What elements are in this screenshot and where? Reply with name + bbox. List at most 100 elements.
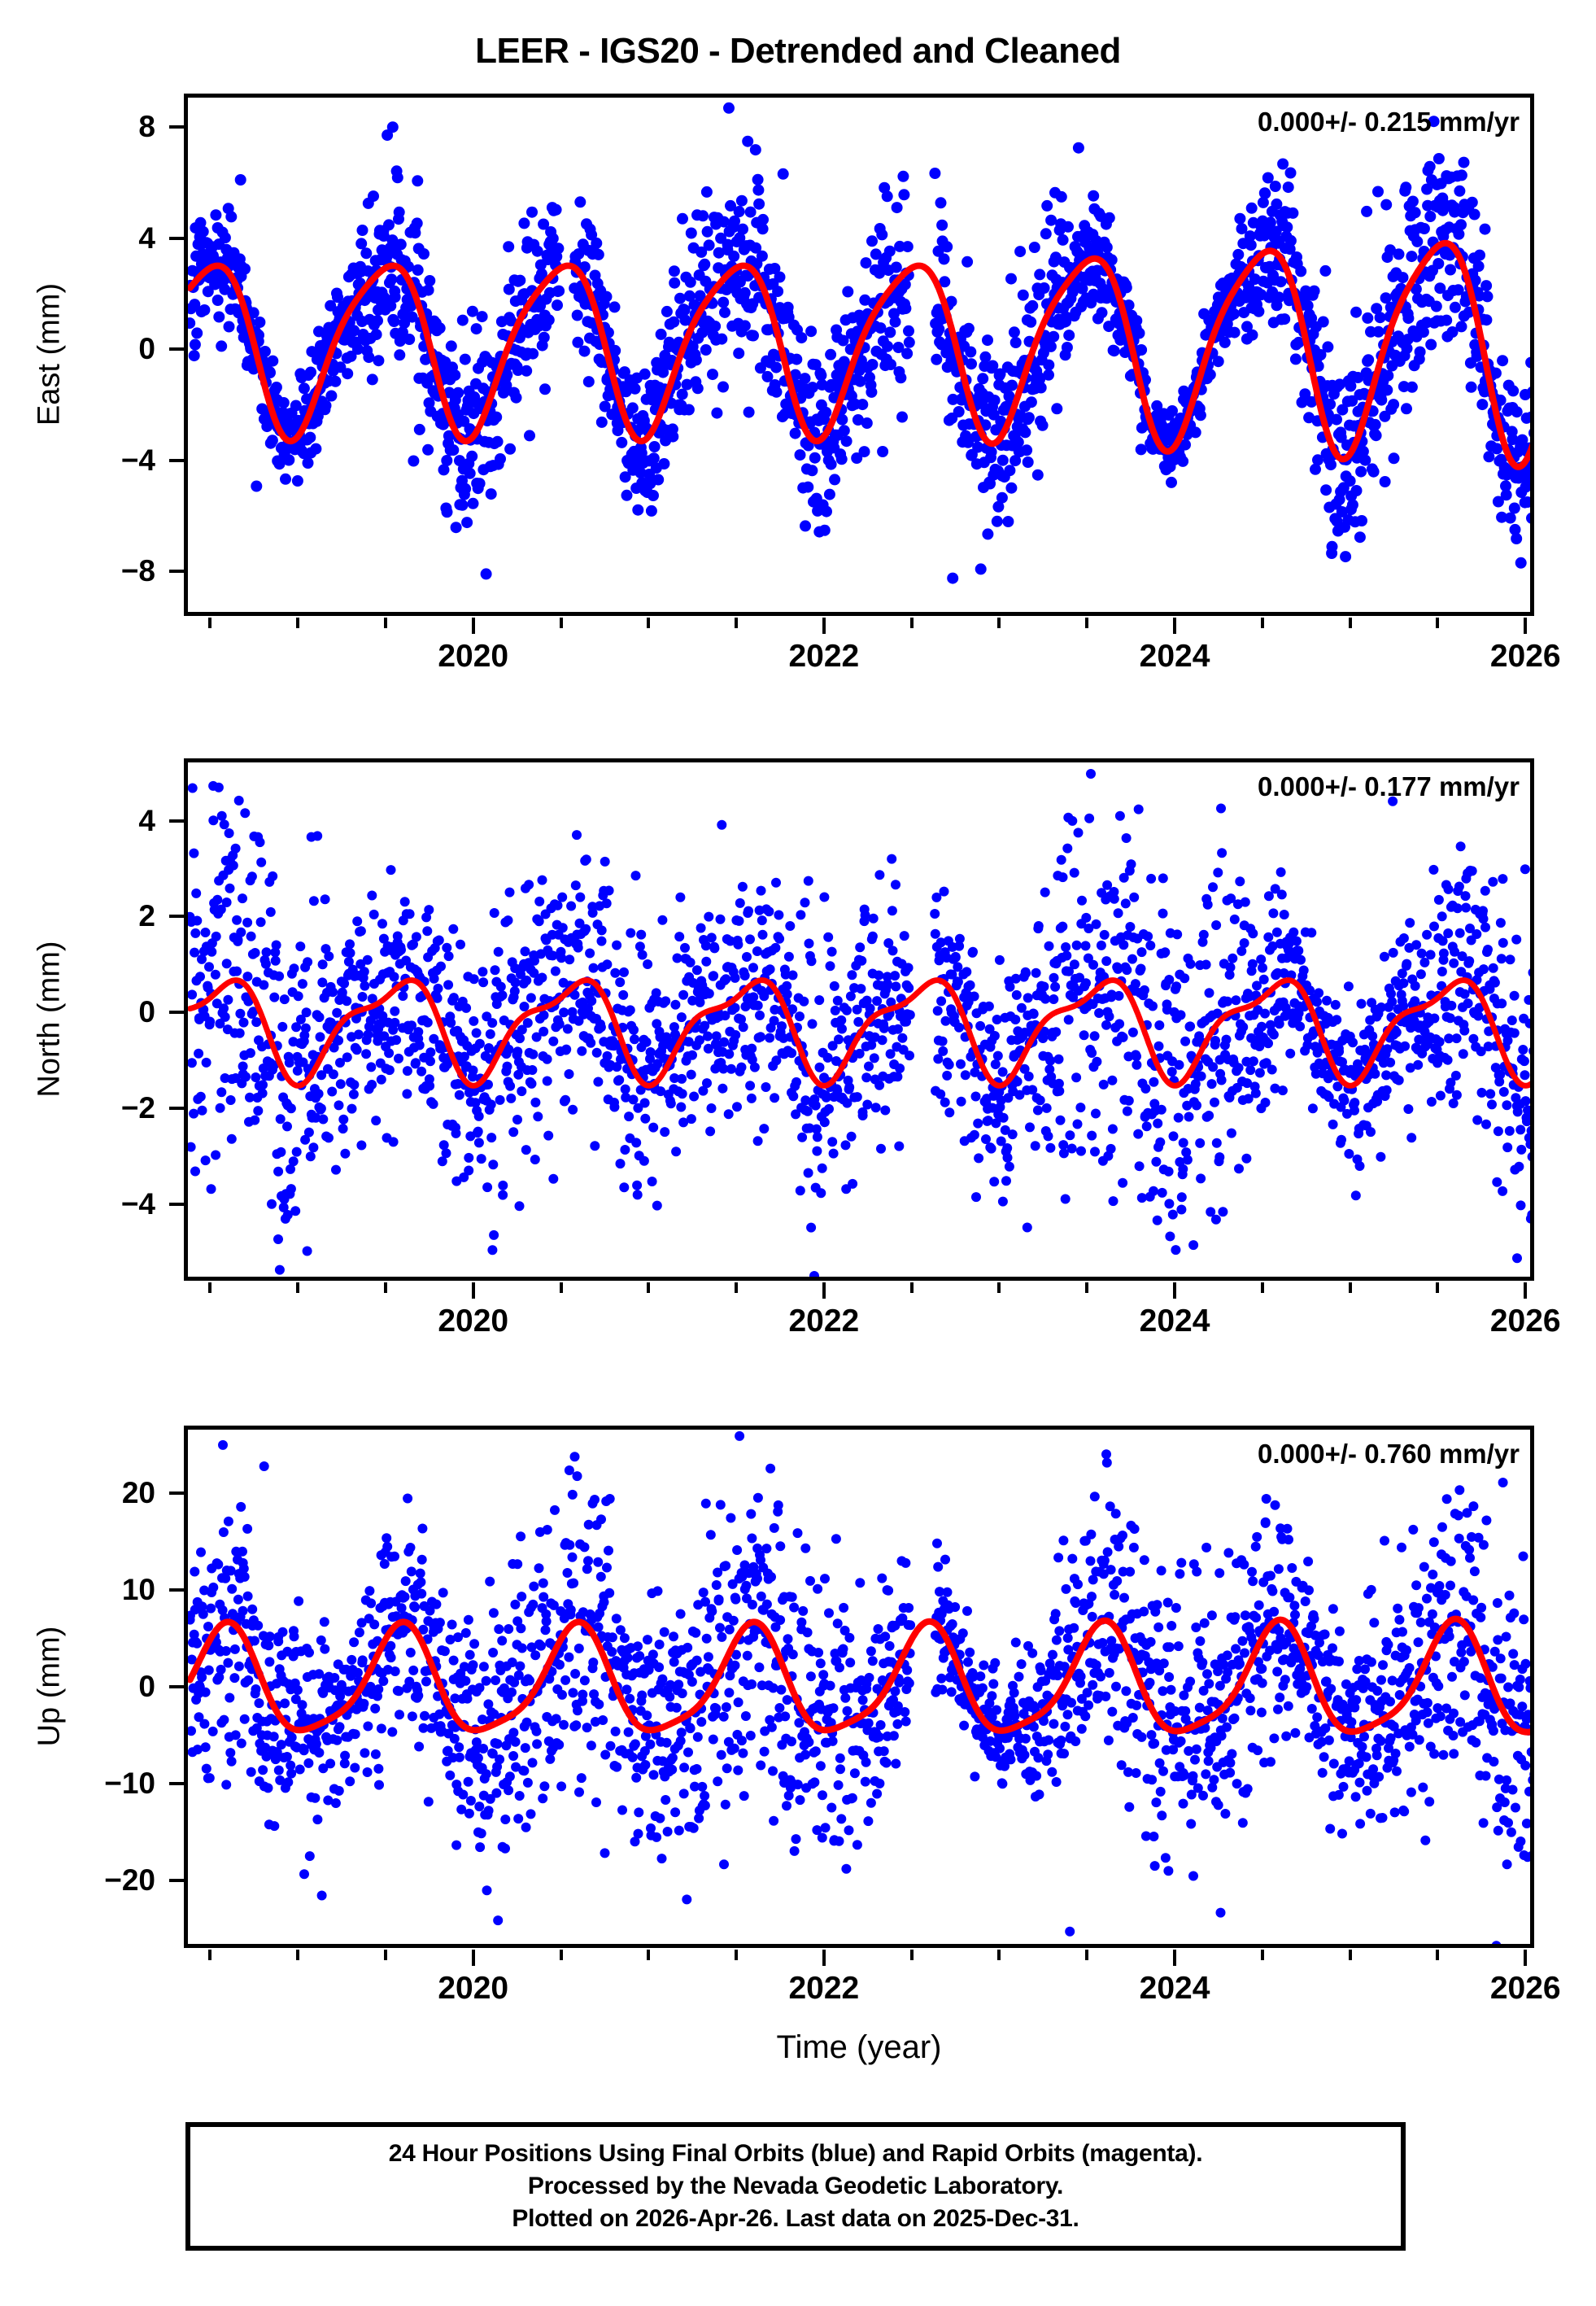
x-tick-mark-minor <box>909 618 914 628</box>
x-tick-label: 2020 <box>438 639 509 674</box>
y-tick-label: 0 <box>138 995 155 1029</box>
y-axis-title-up-component: Up (mm) <box>32 1626 67 1747</box>
plot-area-north-component <box>184 758 1534 1281</box>
y-tick-label: 4 <box>138 803 155 837</box>
x-tick-mark-minor <box>1436 1282 1440 1293</box>
y-tick-mark <box>169 1491 184 1496</box>
y-tick-mark <box>169 1781 184 1785</box>
panel-north: 0.000+/- 0.177 mm/yr −4 −2 0 2 4 2020 2022 2024 2… <box>33 758 1561 1339</box>
rate-annotation-north-component: 0.000+/- 0.177 mm/yr <box>1258 771 1520 801</box>
seasonal-fit-curve <box>188 977 1530 1089</box>
x-tick-mark-major <box>1173 1282 1177 1299</box>
plot-area-east-component <box>184 94 1534 616</box>
x-tick-mark-minor <box>383 1950 387 1960</box>
y-tick-label: 20 <box>121 1476 155 1510</box>
x-tick-mark-minor <box>559 1950 563 1960</box>
y-tick-mark <box>169 1011 184 1015</box>
x-tick-mark-minor <box>1085 1950 1089 1960</box>
y-tick-label: 4 <box>138 221 155 255</box>
x-tick-mark-minor <box>1260 1282 1264 1293</box>
x-tick-mark-minor <box>735 618 739 628</box>
y-tick-mark <box>169 347 184 352</box>
x-tick-label: 2022 <box>788 1971 860 2006</box>
x-tick-mark-minor <box>559 618 563 628</box>
x-tick-mark-minor <box>383 1282 387 1293</box>
x-tick-label: 2024 <box>1139 639 1210 674</box>
y-tick-mark <box>169 236 184 240</box>
x-tick-mark-minor <box>1348 1282 1352 1293</box>
x-tick-mark-minor <box>383 618 387 628</box>
x-tick-mark-minor <box>735 1282 739 1293</box>
seasonal-fit-curve <box>188 239 1530 470</box>
x-tick-mark-major <box>1524 1282 1528 1299</box>
panel-east: 0.000+/- 0.215 mm/yr −8 −4 0 4 8 2020 2022 2024 2… <box>33 94 1561 674</box>
y-tick-label: 2 <box>138 899 155 933</box>
y-tick-label: −4 <box>120 443 155 477</box>
x-tick-label: 2026 <box>1489 1304 1561 1339</box>
data-canvas-up-component <box>188 1430 1530 1944</box>
x-tick-label: 2020 <box>438 1304 509 1339</box>
y-tick-mark <box>169 1202 184 1206</box>
x-tick-mark-minor <box>1348 618 1352 628</box>
x-tick-mark-minor <box>909 1950 914 1960</box>
data-canvas-north-component <box>188 769 1530 1277</box>
caption-line-dates: Plotted on 2026-Apr-26. Last data on 202… <box>512 2204 1079 2232</box>
plot-area-up-component <box>184 1426 1534 1948</box>
scatter-points <box>188 769 1530 1277</box>
x-tick-mark-minor <box>208 1950 212 1960</box>
y-tick-label: 8 <box>138 109 155 143</box>
data-canvas-east-component <box>188 102 1530 584</box>
rate-annotation-up-component: 0.000+/- 0.760 mm/yr <box>1258 1439 1520 1469</box>
x-tick-mark-major <box>1173 1950 1177 1966</box>
y-tick-mark <box>169 458 184 462</box>
x-tick-mark-minor <box>1260 618 1264 628</box>
y-tick-mark <box>169 1878 184 1882</box>
x-tick-mark-minor <box>208 1282 212 1293</box>
y-axis-title-east-component: East (mm) <box>32 282 67 426</box>
x-tick-mark-major <box>1524 618 1528 634</box>
x-tick-label: 2024 <box>1139 1304 1210 1339</box>
x-tick-mark-major <box>1173 618 1177 634</box>
panel-up: 0.000+/- 0.760 mm/yr −20 −10 0 10 20 2020 2022 2… <box>33 1426 1561 2065</box>
x-tick-mark-minor <box>647 618 651 628</box>
y-tick-label: −20 <box>104 1863 155 1897</box>
y-tick-mark <box>169 124 184 129</box>
y-tick-label: 0 <box>138 332 155 366</box>
x-tick-mark-major <box>822 1950 826 1966</box>
x-tick-label: 2024 <box>1139 1971 1210 2006</box>
x-axis-title: Time (year) <box>776 2029 942 2065</box>
x-tick-mark-major <box>471 1950 475 1966</box>
x-tick-mark-major <box>471 618 475 634</box>
x-tick-mark-minor <box>1348 1950 1352 1960</box>
figure-caption-box: 24 Hour Positions Using Final Orbits (bl… <box>185 2122 1406 2251</box>
x-tick-mark-minor <box>1436 618 1440 628</box>
x-tick-mark-minor <box>296 618 300 628</box>
x-tick-mark-major <box>471 1282 475 1299</box>
x-tick-label: 2022 <box>788 639 860 674</box>
x-tick-label: 2026 <box>1489 639 1561 674</box>
x-tick-mark-minor <box>647 1950 651 1960</box>
x-tick-mark-minor <box>647 1282 651 1293</box>
seasonal-fit-curve <box>188 1615 1530 1736</box>
y-tick-label: −4 <box>120 1186 155 1221</box>
y-tick-label: −8 <box>120 554 155 588</box>
x-tick-mark-major <box>822 1282 826 1299</box>
y-axis-title-north-component: North (mm) <box>32 941 67 1098</box>
caption-line-orbits: 24 Hour Positions Using Final Orbits (bl… <box>388 2140 1203 2168</box>
x-tick-mark-minor <box>559 1282 563 1293</box>
y-tick-mark <box>169 1588 184 1592</box>
x-tick-mark-minor <box>735 1950 739 1960</box>
x-tick-mark-minor <box>1436 1950 1440 1960</box>
scatter-points <box>188 1430 1530 1944</box>
y-tick-mark <box>169 1685 184 1688</box>
rate-annotation-east-component: 0.000+/- 0.215 mm/yr <box>1258 107 1520 137</box>
y-tick-mark <box>169 570 184 574</box>
x-tick-label: 2026 <box>1489 1971 1561 2006</box>
y-tick-label: 10 <box>121 1573 155 1607</box>
x-tick-mark-minor <box>997 1282 1001 1293</box>
x-tick-mark-minor <box>909 1282 914 1293</box>
x-tick-mark-minor <box>1085 1282 1089 1293</box>
x-tick-mark-major <box>1524 1950 1528 1966</box>
x-tick-mark-minor <box>296 1282 300 1293</box>
